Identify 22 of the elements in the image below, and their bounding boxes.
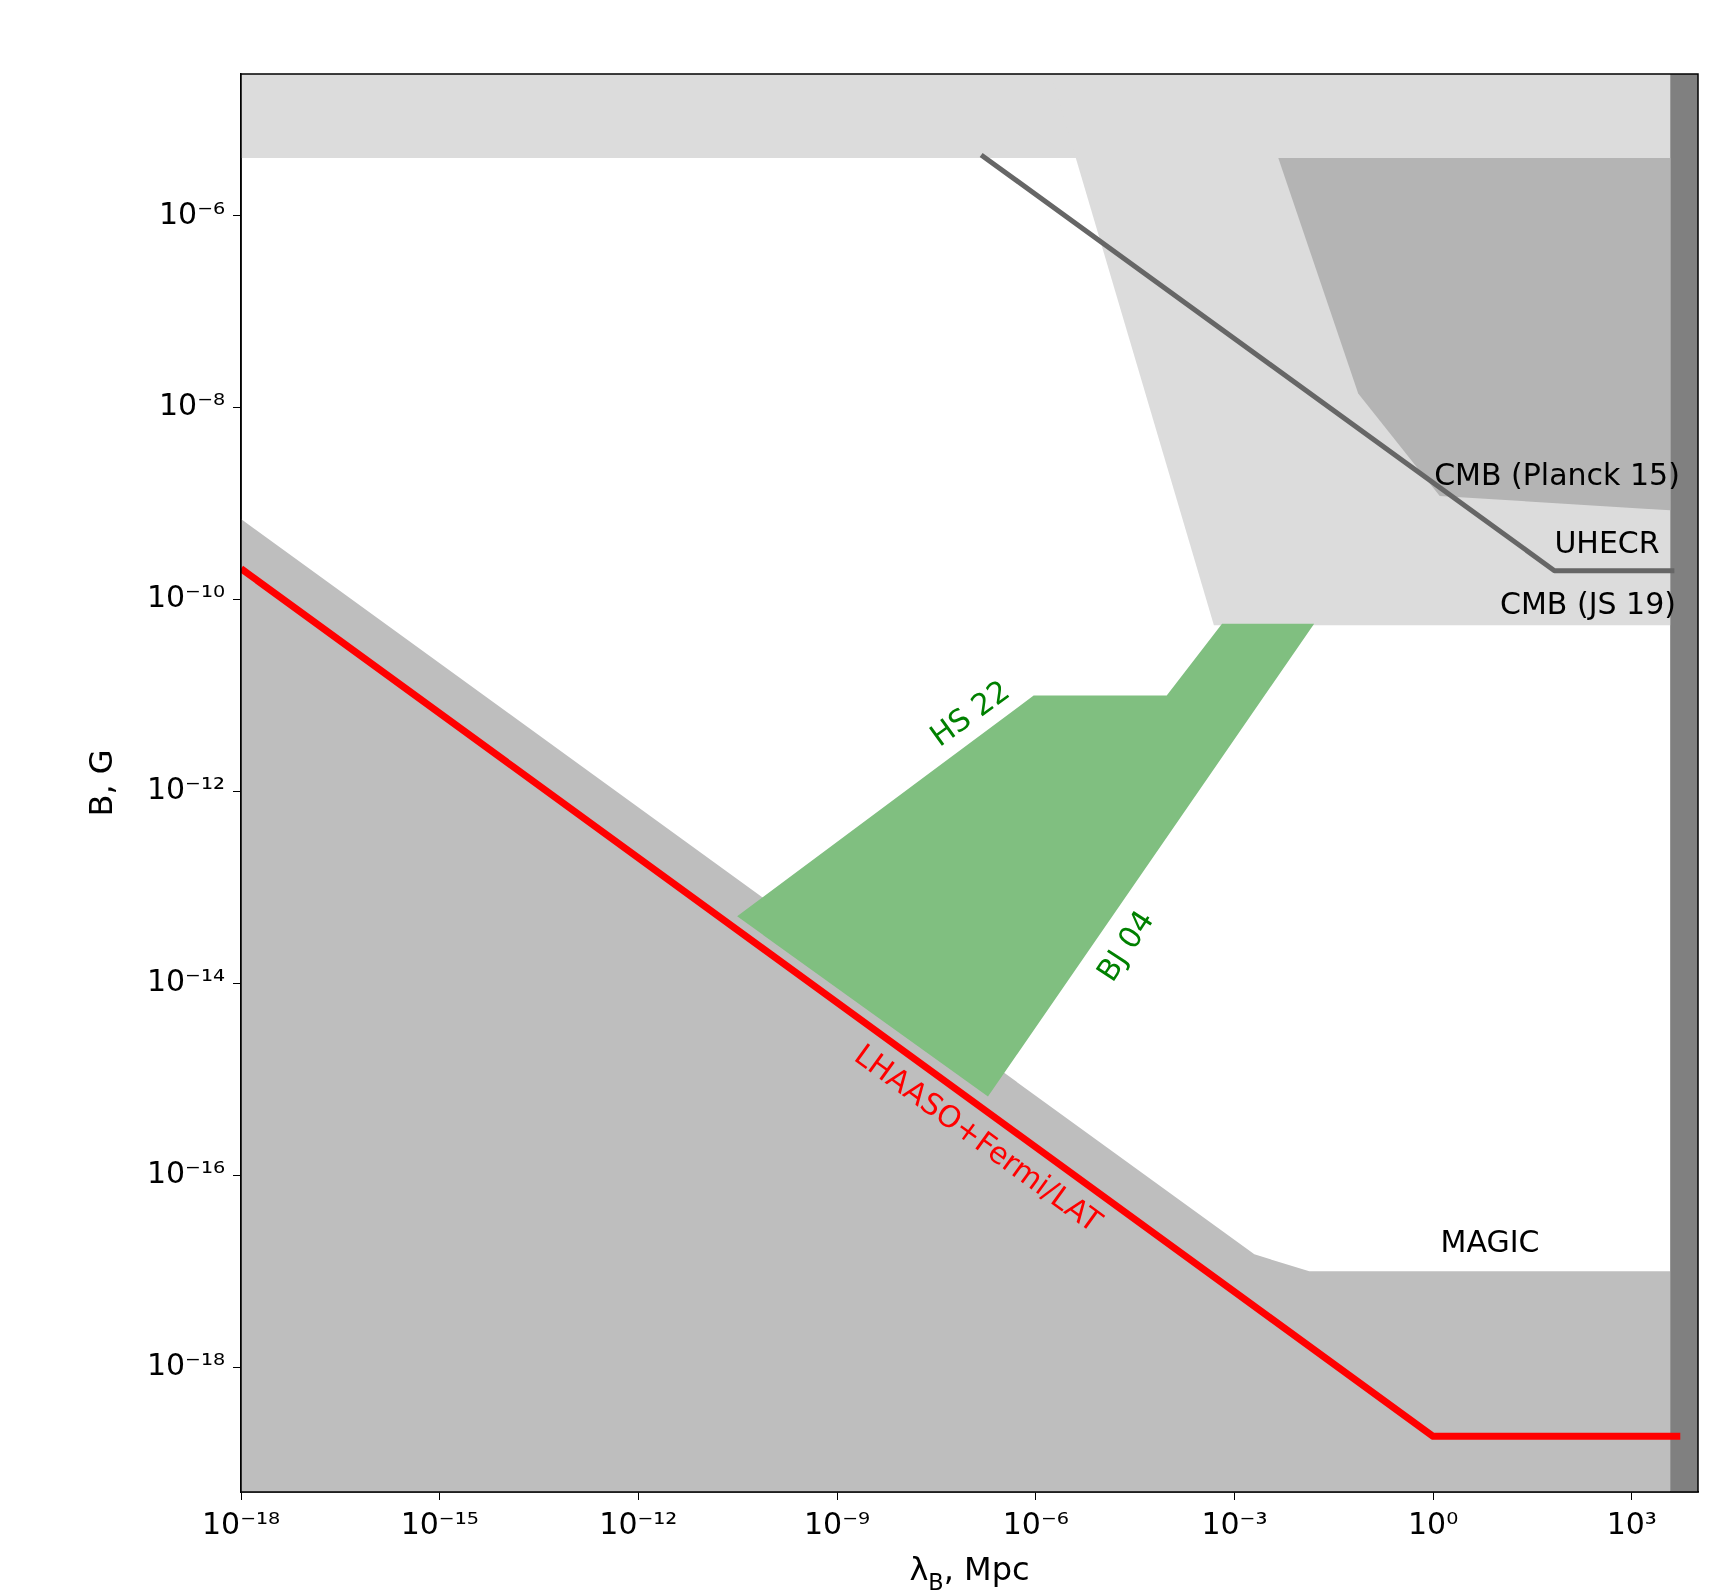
annotation: HS 22	[923, 672, 1016, 754]
annotation: CMB (JS 19)	[1500, 585, 1676, 621]
x-tick-label: 10³	[1606, 1505, 1657, 1541]
x-tick-label: 10⁻¹⁸	[201, 1505, 281, 1541]
annotation: CMB (Planck 15)	[1434, 456, 1680, 492]
y-tick-label: 10⁻¹⁴	[146, 963, 225, 999]
y-tick-label: 10⁻¹⁸	[146, 1346, 225, 1382]
annotation: MAGIC	[1440, 1223, 1540, 1259]
x-tick-label: 10⁻⁶	[1002, 1505, 1069, 1541]
x-tick-label: 10⁻³	[1201, 1505, 1268, 1541]
y-tick-label: 10⁻⁸	[158, 387, 225, 423]
annotation: BJ 04	[1089, 903, 1161, 988]
x-tick-label: 10⁻⁹	[804, 1505, 871, 1541]
y-axis-title: B, G	[82, 749, 120, 817]
x-tick-label: 10⁻¹⁵	[400, 1505, 479, 1541]
y-tick-label: 10⁻¹²	[146, 771, 225, 807]
annotation: UHECR	[1554, 524, 1660, 560]
x-tick-label: 10⁰	[1407, 1505, 1459, 1541]
y-tick-label: 10⁻⁶	[158, 195, 225, 231]
y-tick-label: 10⁻¹⁶	[146, 1155, 225, 1191]
y-tick-label: 10⁻¹⁰	[146, 579, 225, 615]
x-tick-label: 10⁻¹²	[599, 1505, 678, 1541]
